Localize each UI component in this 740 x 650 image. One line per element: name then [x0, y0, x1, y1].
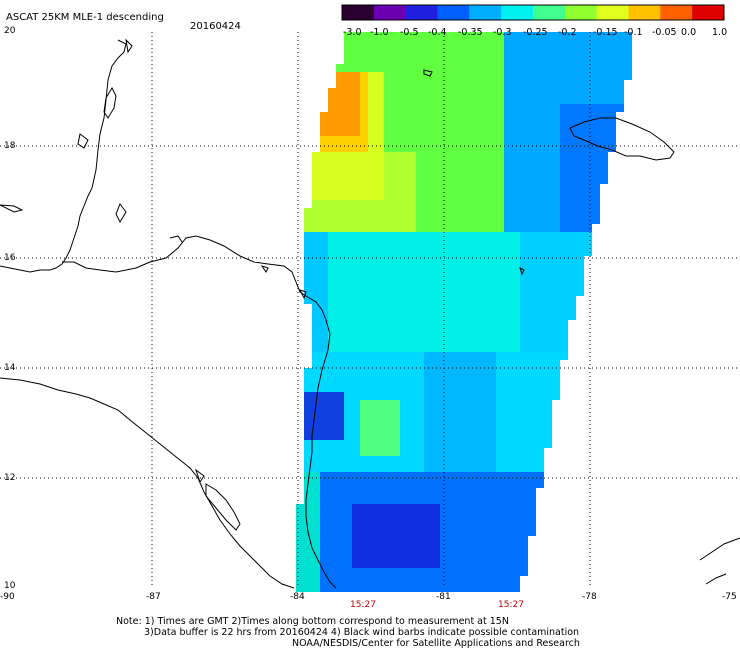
lat-label-16: 16 — [4, 253, 16, 263]
lon-label-75: -75 — [722, 592, 737, 602]
colorbar-label: 1.0 — [712, 27, 728, 38]
colorbar-label: -3.0 — [343, 27, 362, 38]
colorbar-swatch — [405, 5, 438, 20]
colorbar — [341, 4, 725, 21]
wind-swath — [296, 32, 632, 592]
colorbar-label: -0.15 — [593, 27, 618, 38]
note-line-2: 3)Data buffer is 22 hrs from 20160424 4)… — [144, 627, 580, 638]
colorbar-label: -0.1 — [624, 27, 643, 38]
coastlines — [0, 38, 740, 589]
colorbar-swatch — [628, 5, 661, 20]
colorbar-label: -0.2 — [558, 27, 577, 38]
note-line-1: Note: 1) Times are GMT 2)Times along bot… — [116, 616, 509, 627]
colorbar-label: -1.0 — [370, 27, 389, 38]
colorbar-label: -0.3 — [493, 27, 512, 38]
lat-label-12: 12 — [4, 473, 16, 483]
grid-lines — [0, 32, 740, 588]
lon-label-87: -87 — [146, 592, 161, 602]
lat-label-20: 20 — [4, 26, 16, 36]
colorbar-swatch — [469, 5, 502, 20]
colorbar-swatch — [437, 5, 470, 20]
map-date: 20160424 — [190, 21, 241, 32]
colorbar-label: 0.0 — [681, 27, 697, 38]
colorbar-swatch — [660, 5, 693, 20]
lat-label-18: 18 — [4, 141, 16, 151]
lat-label-10: 10 — [4, 581, 16, 591]
time-label-left: 15:27 — [350, 600, 376, 610]
colorbar-swatch — [596, 5, 629, 20]
colorbar-label: -0.5 — [400, 27, 419, 38]
colorbar-swatch — [501, 5, 534, 20]
colorbar-label: -0.05 — [652, 27, 677, 38]
note-line-3: NOAA/NESDIS/Center for Satellite Applica… — [292, 638, 580, 649]
colorbar-swatch — [692, 5, 725, 20]
map-title: ASCAT 25KM MLE-1 descending — [6, 12, 164, 23]
colorbar-label: -0.35 — [458, 27, 483, 38]
colorbar-label: -0.25 — [523, 27, 548, 38]
colorbar-label: -0.4 — [428, 27, 447, 38]
lon-label-81: -81 — [436, 592, 451, 602]
lon-label-84: -84 — [290, 592, 305, 602]
lon-label-78: -78 — [582, 592, 597, 602]
colorbar-swatch — [564, 5, 598, 20]
lat-label-14: 14 — [4, 363, 16, 373]
colorbar-swatch — [342, 5, 375, 20]
lon-label-90: -90 — [0, 592, 15, 602]
colorbar-swatch — [533, 5, 566, 20]
colorbar-swatch — [373, 5, 407, 20]
time-label-right: 15:27 — [498, 600, 524, 610]
